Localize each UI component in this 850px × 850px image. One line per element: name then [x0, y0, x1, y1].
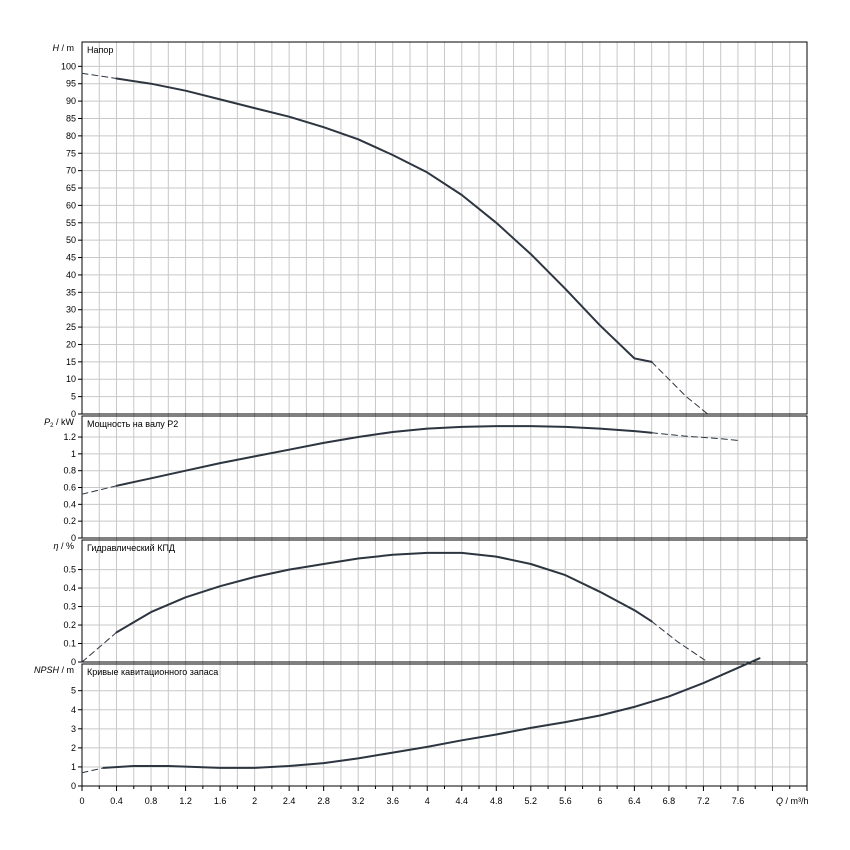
y-tick-label: 40: [66, 270, 76, 280]
y-tick-label: 5: [71, 392, 76, 402]
npsh-curve-solid: [102, 657, 761, 769]
y-tick-label: 70: [66, 166, 76, 176]
head-curve-solid: [115, 77, 653, 363]
x-tick-label: 6: [597, 796, 602, 806]
y-axis-label: η / %: [53, 541, 74, 551]
y-tick-label: 0: [71, 781, 76, 791]
x-tick-label: 1.6: [214, 796, 227, 806]
y-tick-label: 0: [71, 409, 76, 419]
y-tick-label: 0.8: [63, 466, 76, 476]
y-tick-label: 0.4: [63, 583, 76, 593]
y-tick-label: 50: [66, 235, 76, 245]
power-curve-dashed: [81, 485, 117, 495]
x-tick-label: 1.2: [179, 796, 192, 806]
x-tick-label: 3.2: [352, 796, 365, 806]
npsh-curve-dashed: [81, 767, 105, 774]
y-tick-label: 1.2: [63, 432, 76, 442]
x-tick-label: 2.4: [283, 796, 296, 806]
panel-title: Напор: [87, 45, 113, 55]
x-tick-label: 4.4: [456, 796, 469, 806]
efficiency-curve-dashed: [651, 620, 709, 663]
power-curve-solid: [115, 425, 653, 487]
y-tick-label: 0.1: [63, 639, 76, 649]
y-tick-label: 15: [66, 357, 76, 367]
panel-frame: [81, 41, 808, 415]
panel-efficiency: 0 0.1 0.2 0.3 0.4 0.5 η / % Гидравлический КПД: [53, 539, 808, 667]
panel-title: Гидравлический КПД: [87, 543, 175, 553]
x-tick-label: 4: [425, 796, 430, 806]
y-tick-label: 5: [71, 686, 76, 696]
y-tick-label: 55: [66, 218, 76, 228]
x-tick-label: 2.8: [317, 796, 330, 806]
y-tick-label: 0.4: [63, 499, 76, 509]
y-tick-label: 30: [66, 305, 76, 315]
x-tick-label: 0.4: [110, 796, 123, 806]
y-axis-label: NPSH / m: [34, 665, 74, 675]
head-curve-dashed: [651, 361, 709, 415]
y-tick-label: 1: [71, 449, 76, 459]
power-curve-dashed: [651, 432, 739, 441]
x-tick-label: 5.2: [525, 796, 538, 806]
y-tick-label: 3: [71, 724, 76, 734]
y-tick-label: 95: [66, 79, 76, 89]
y-tick-label: 35: [66, 287, 76, 297]
efficiency-curve-solid: [115, 551, 653, 634]
panel-frame: [81, 539, 808, 663]
y-tick-label: 4: [71, 705, 76, 715]
y-tick-label: 0.5: [63, 565, 76, 575]
y-tick-label: 2: [71, 743, 76, 753]
y-tick-label: 0.6: [63, 483, 76, 493]
y-tick-label: 85: [66, 113, 76, 123]
x-tick-label: 5.6: [559, 796, 572, 806]
y-tick-label: 60: [66, 200, 76, 210]
x-tick-label: 2: [252, 796, 257, 806]
y-tick-label: 20: [66, 339, 76, 349]
x-tick-label: 0: [79, 796, 84, 806]
y-tick-label: 75: [66, 148, 76, 158]
y-tick-label: 100: [61, 61, 76, 71]
x-axis: 0 0.4 0.8 1.2 1.6 2 2.4 2.8 3.2 3.6 4 4.4 4.8 5.2 5.6 6…: [79, 786, 809, 806]
panel-frame: [81, 415, 808, 539]
x-tick-label: 4.8: [490, 796, 503, 806]
y-tick-label: 1: [71, 762, 76, 772]
y-tick-label: 90: [66, 96, 76, 106]
efficiency-curve-dashed: [81, 631, 117, 663]
y-axis-label: H / m: [53, 43, 75, 53]
panel-npsh: 0 1 2 3 4 5 NPSH / m Кривые кавитационного запа…: [34, 657, 808, 791]
x-tick-label: 7.2: [697, 796, 710, 806]
y-tick-label: 0.3: [63, 602, 76, 612]
y-tick-label: 80: [66, 131, 76, 141]
y-tick-label: 10: [66, 374, 76, 384]
panel-power: 0 0.2 0.4 0.6 0.8 1 1.2 P2 / kW Мощность на валу…: [44, 415, 808, 543]
x-tick-label: 7.6: [732, 796, 745, 806]
x-tick-label: 3.6: [386, 796, 399, 806]
y-tick-label: 65: [66, 183, 76, 193]
head-curve-dashed: [81, 72, 117, 79]
y-tick-label: 0.2: [63, 620, 76, 630]
panel-head: 0 5 10 15 20 25 30 35 40 45 50 55 60 65 70 75 80 85 90 95 10…: [53, 41, 808, 419]
x-axis-label: Q / m³/h: [776, 796, 809, 806]
panel-title: Кривые кавитационного запаса: [87, 667, 218, 677]
panel-title: Мощность на валу P2: [87, 419, 178, 429]
y-tick-label: 0: [71, 657, 76, 667]
x-tick-label: 6.8: [663, 796, 676, 806]
y-tick-label: 0.2: [63, 516, 76, 526]
x-tick-label: 0.8: [145, 796, 158, 806]
y-tick-label: 45: [66, 253, 76, 263]
y-tick-label: 0: [71, 533, 76, 543]
y-tick-label: 25: [66, 322, 76, 332]
x-tick-label: 6.4: [628, 796, 641, 806]
y-axis-label: P2 / kW: [44, 417, 74, 429]
